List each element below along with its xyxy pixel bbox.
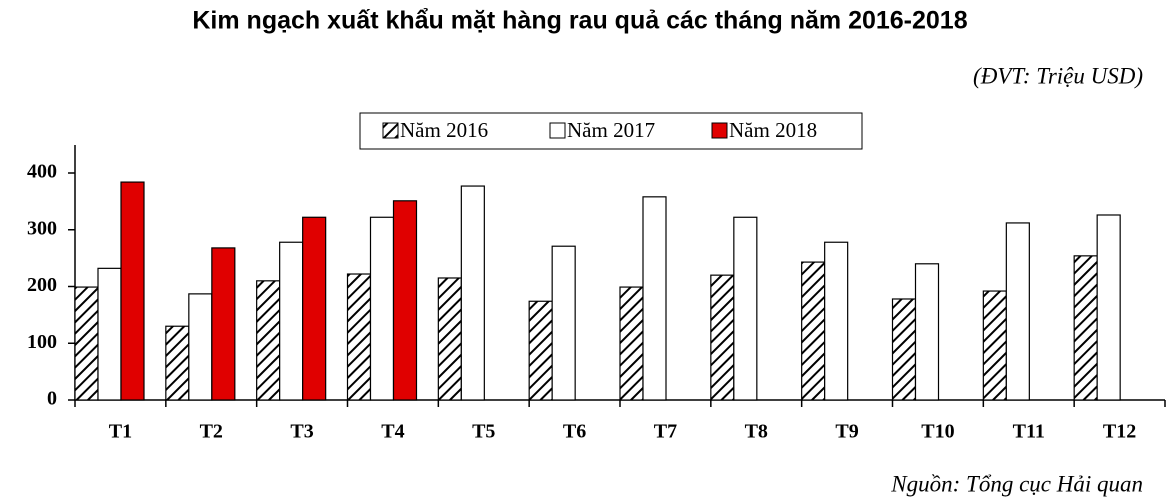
bar xyxy=(165,325,190,401)
bar xyxy=(914,263,940,401)
legend-swatch xyxy=(711,122,728,139)
bar xyxy=(460,185,485,401)
x-tick-label: T5 xyxy=(472,421,495,443)
x-tick-label: T8 xyxy=(745,421,768,443)
bar xyxy=(188,293,213,401)
bar xyxy=(392,200,418,401)
bar xyxy=(982,290,1007,401)
x-tick-label: T7 xyxy=(654,421,677,443)
legend-label: Năm 2018 xyxy=(729,118,817,142)
bar xyxy=(346,273,372,401)
y-tick-label: 400 xyxy=(27,161,57,183)
bar xyxy=(642,196,667,401)
bar xyxy=(824,241,849,401)
bar xyxy=(1073,255,1098,401)
y-tick-label: 100 xyxy=(27,331,57,353)
source: Nguồn: Tổng cục Hải quan xyxy=(890,471,1143,496)
y-tick-label: 300 xyxy=(27,217,57,239)
bar xyxy=(801,261,826,401)
bar xyxy=(369,216,395,401)
legend-swatch xyxy=(382,122,399,139)
chart-title: Kim ngạch xuất khẩu mặt hàng rau quả các… xyxy=(192,7,967,35)
subtitle: (ĐVT: Triệu USD) xyxy=(973,63,1143,88)
y-tick-label: 0 xyxy=(47,388,57,410)
bar xyxy=(619,286,644,401)
x-tick-label: T12 xyxy=(1103,421,1136,443)
bar xyxy=(437,277,462,401)
bar xyxy=(211,247,236,401)
bar xyxy=(710,274,735,401)
bar xyxy=(302,216,327,401)
bar xyxy=(97,267,122,401)
legend-swatch xyxy=(549,122,566,139)
x-tick-label: T2 xyxy=(200,421,223,443)
bar xyxy=(733,216,758,401)
legend-label: Năm 2016 xyxy=(400,118,488,142)
bar xyxy=(256,280,281,401)
bar xyxy=(279,241,304,401)
x-tick-label: T1 xyxy=(109,421,132,443)
x-tick-label: T9 xyxy=(835,421,858,443)
x-tick-label: T4 xyxy=(381,421,404,443)
bar xyxy=(551,245,576,401)
bar xyxy=(74,286,99,401)
legend-box xyxy=(359,112,863,150)
bar xyxy=(120,181,145,401)
x-tick-label: T10 xyxy=(921,421,954,443)
bar xyxy=(1005,222,1030,401)
x-tick-label: T6 xyxy=(563,421,586,443)
bar xyxy=(1096,214,1121,401)
x-tick-label: T3 xyxy=(290,421,313,443)
x-tick-label: T11 xyxy=(1013,421,1045,443)
legend-label: Năm 2017 xyxy=(567,118,655,142)
bar xyxy=(891,298,917,401)
y-tick-label: 200 xyxy=(27,274,57,296)
bar xyxy=(528,300,553,401)
